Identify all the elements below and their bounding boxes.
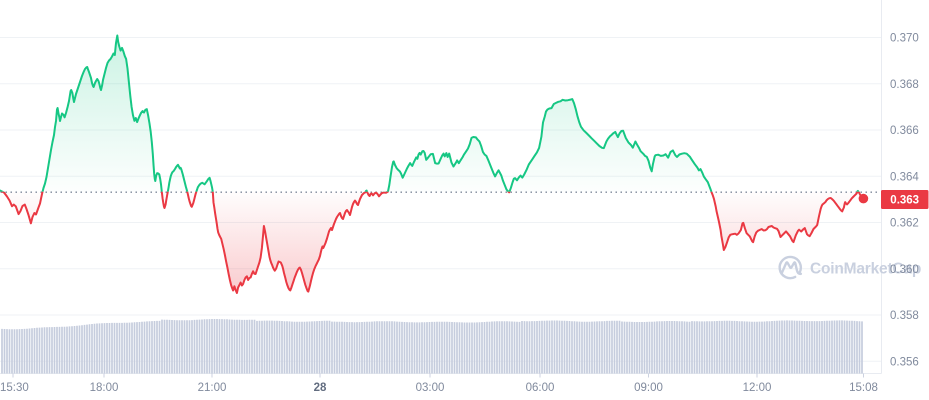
svg-text:0.364: 0.364 <box>890 171 919 183</box>
svg-text:0.366: 0.366 <box>890 125 919 137</box>
svg-text:12:00: 12:00 <box>743 382 772 394</box>
svg-text:06:00: 06:00 <box>526 382 555 394</box>
svg-text:0.368: 0.368 <box>890 79 919 91</box>
svg-text:0.363: 0.363 <box>890 195 919 207</box>
svg-text:0.358: 0.358 <box>890 310 919 322</box>
svg-text:0.356: 0.356 <box>890 356 919 368</box>
svg-text:09:00: 09:00 <box>634 382 663 394</box>
svg-text:0.362: 0.362 <box>890 218 919 230</box>
svg-text:0.360: 0.360 <box>890 264 919 276</box>
svg-text:18:00: 18:00 <box>90 382 119 394</box>
svg-text:21:00: 21:00 <box>198 382 227 394</box>
svg-text:15:08: 15:08 <box>849 382 878 394</box>
svg-text:15:30: 15:30 <box>0 382 29 394</box>
svg-text:03:00: 03:00 <box>416 382 445 394</box>
svg-text:28: 28 <box>314 382 327 394</box>
svg-text:CoinMarketCap: CoinMarketCap <box>810 260 921 277</box>
svg-text:0.370: 0.370 <box>890 33 919 45</box>
